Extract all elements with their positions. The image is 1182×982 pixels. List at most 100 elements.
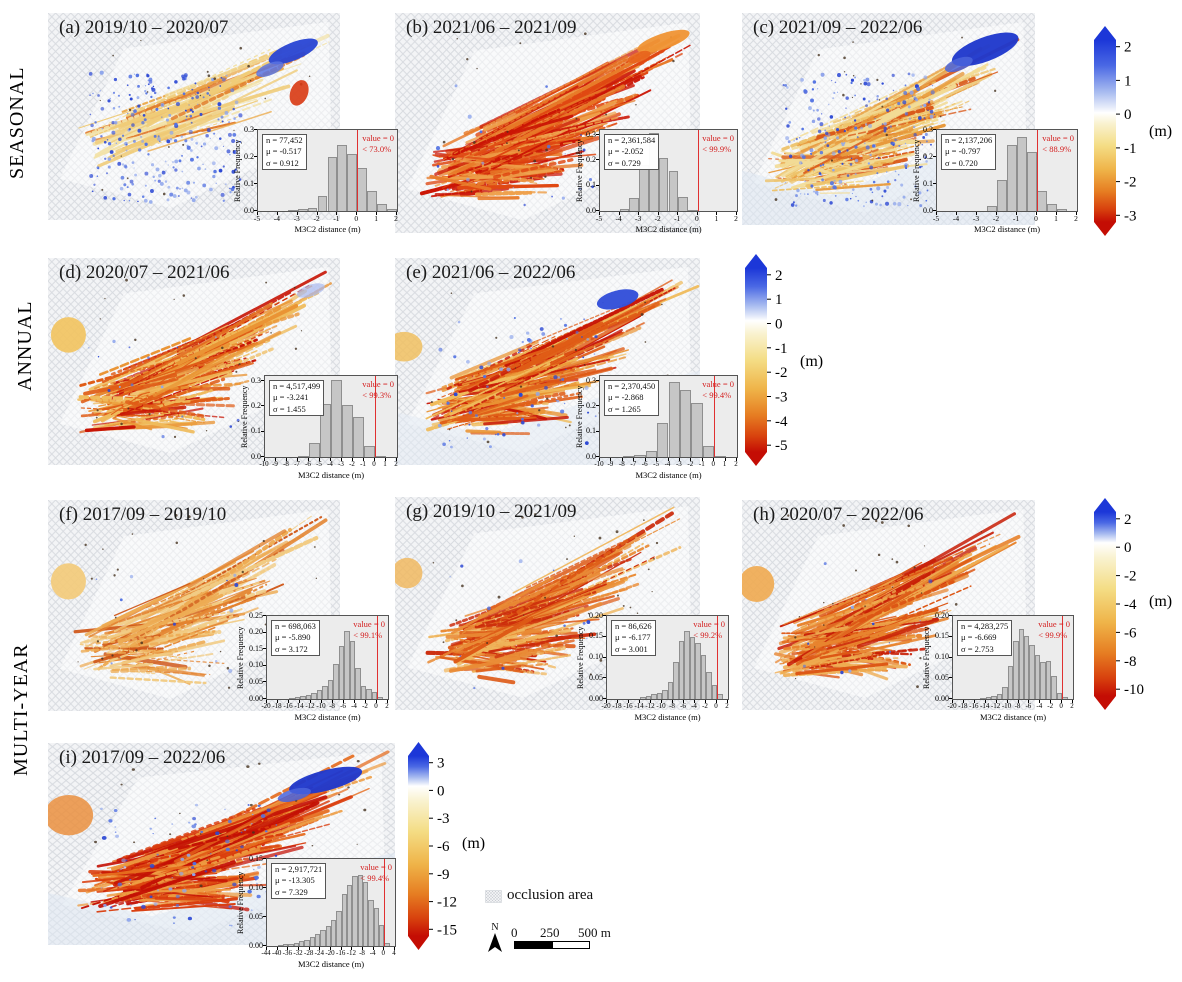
hist-ytick: 0.05 (249, 676, 263, 686)
hist-ytick: 0.0 (586, 205, 596, 215)
hist-stats-line: μ = -2.868 (608, 392, 644, 403)
hist-bar (656, 692, 662, 699)
hist-bar (639, 165, 649, 211)
panel-f-histogram: Relative Frequency n = 698,063 μ = -5.890 σ… (236, 611, 391, 726)
hist-annotation-line: value = 0 (702, 133, 734, 143)
hist-bar (317, 196, 328, 211)
hist-xtick-mark (1036, 212, 1037, 215)
hist-bar (342, 405, 353, 457)
hist-xtick-mark (321, 700, 322, 703)
hist-xtick: -9 (607, 460, 614, 468)
hist-xtick-mark (275, 458, 276, 461)
hist-bar (1017, 136, 1027, 211)
hist-bar (336, 911, 342, 946)
hist-xtick: -4 (952, 214, 960, 223)
panel-h-title: (h) 2020/07 – 2022/06 (753, 504, 924, 525)
hist-xtick-mark (298, 947, 299, 950)
occlusion-legend: occlusion area (485, 887, 593, 908)
hist-xtick: -18 (272, 702, 282, 710)
hist-ytick-mark (263, 698, 266, 699)
hist-xtick: -6 (340, 702, 346, 710)
panel-g-histogram: Relative Frequency n = 86,626 μ = -6.177 σ … (576, 611, 731, 726)
hist-stats-line: n = 2,361,584 (608, 135, 656, 145)
colorbar-tick-label: -1 (775, 341, 788, 357)
hist-bar (379, 924, 385, 946)
hist-xtick-mark (343, 700, 344, 703)
hist-ytick-mark (263, 916, 266, 917)
hist-bar (1002, 686, 1008, 699)
hist-ytick-mark (263, 887, 266, 888)
hist-bar (283, 944, 289, 946)
histogram-d: Relative Frequency n = 4,517,499 μ = -3.24… (240, 372, 400, 484)
hist-bar (371, 692, 377, 699)
colorbar-tick-label: 0 (437, 783, 445, 799)
hist-bar (344, 630, 350, 699)
hist-ytick: 0.10 (249, 660, 263, 670)
colorbar-tick-label: 1 (775, 292, 783, 308)
hist-bar (368, 899, 374, 946)
row-label-multiyear: MULTI-YEAR (10, 643, 32, 777)
colorbar-tick-label: -15 (437, 922, 457, 938)
hist-xtick-mark (1017, 700, 1019, 703)
colorbar-unit-label: (m) (462, 835, 485, 852)
hist-bar (673, 661, 679, 699)
colorbar-tick-label: -4 (775, 414, 788, 430)
hist-bar (634, 455, 646, 457)
hist-xlabel-h: M3C2 distance (m) (979, 712, 1047, 722)
hist-annotation-a: value = 0 < 73.0% (362, 133, 394, 156)
hist-xtick-mark (713, 458, 715, 461)
hist-stats-line: σ = 0.912 (266, 157, 299, 168)
hist-xtick: -2 (1047, 702, 1054, 710)
hist-xtick-mark (330, 947, 331, 950)
hist-ytick: 0.00 (249, 940, 263, 950)
hist-ytick-mark (254, 210, 257, 211)
hist-xtick: -8 (1014, 702, 1021, 710)
hist-zero-line (377, 616, 378, 699)
hist-xtick-mark (383, 947, 385, 950)
hist-xtick: -2 (702, 702, 708, 710)
hist-xtick: -20 (325, 949, 335, 957)
hist-stats-c: n = 2,137,206 μ = -0.797 σ = 0.720 (941, 134, 997, 171)
hist-xtick-mark (638, 212, 640, 215)
hist-bar (305, 694, 311, 699)
hist-xtick: -5 (653, 460, 660, 468)
hist-xtick: -1 (333, 214, 340, 223)
hist-xtick: -10 (656, 702, 666, 710)
hist-xtick: -18 (958, 702, 968, 710)
panel-i-title: (i) 2017/09 – 2022/06 (59, 747, 226, 768)
hist-xtick-mark (276, 212, 278, 215)
hist-bar (700, 655, 706, 699)
panel-d: (d) 2020/07 – 2021/06 Relative Frequency… (48, 258, 398, 480)
hist-ytick: 0.1 (923, 178, 933, 188)
panel-b-title: (b) 2021/06 – 2021/09 (406, 17, 577, 38)
hist-ytick: 0.3 (244, 124, 254, 134)
hist-bar (338, 645, 344, 699)
hist-xtick-mark (385, 458, 386, 461)
hist-xtick-mark (264, 458, 265, 461)
panel-e-title: (e) 2021/06 – 2022/06 (406, 262, 576, 283)
panel-i-histogram: Relative Frequency n = 2,917,721 μ = -13.3… (236, 854, 398, 975)
colorbar-tick-label: -2 (1124, 175, 1137, 191)
hist-xtick: -20 (947, 702, 957, 710)
hist-bar (325, 925, 331, 946)
hist-xtick-mark (705, 700, 706, 703)
hist-annotation-line: value = 0 (353, 619, 385, 629)
hist-stats-i: n = 2,917,721 μ = -13.305 σ = 7.329 (271, 863, 327, 900)
panel-g: (g) 2019/10 – 2021/09 Relative Frequency… (395, 497, 729, 722)
colorbar-tick-label: -2 (775, 365, 788, 381)
hist-bar (304, 939, 310, 946)
hist-ytick: 0.15 (589, 631, 603, 641)
hist-xtick: -5 (932, 214, 940, 223)
hist-annotation-line: < 99.9% (1038, 630, 1068, 641)
hist-xtick: 1 (374, 214, 378, 223)
hist-xtick: 2 (385, 702, 389, 710)
hist-xtick-mark (351, 947, 353, 950)
hist-stats-line: σ = 2.753 (961, 643, 994, 654)
hist-ytick-mark (596, 380, 599, 382)
hist-zero-line (384, 859, 386, 946)
hist-bar (648, 132, 659, 211)
hist-bar (714, 455, 726, 457)
hist-xtick-mark (599, 212, 600, 215)
hist-xtick: -3 (338, 460, 344, 468)
hist-bar (1051, 676, 1057, 699)
